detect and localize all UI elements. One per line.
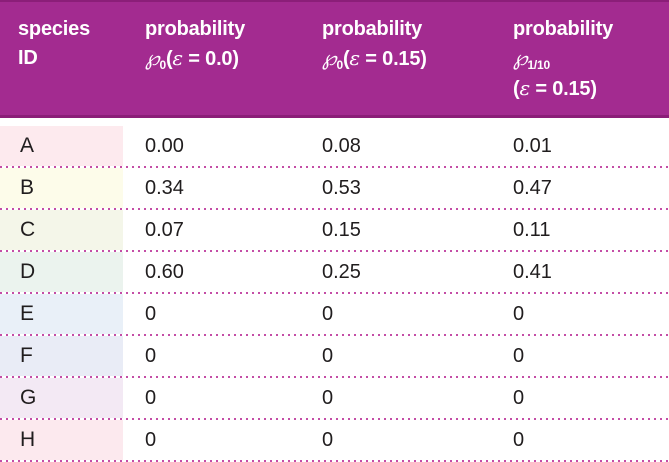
dotted-separator (0, 334, 669, 336)
value-cell: 0.41 (513, 260, 552, 283)
header-formula: (ε = 0.15) (513, 74, 669, 104)
value-cell: 0.60 (145, 260, 184, 283)
value-cell: 0.11 (513, 218, 551, 241)
header-line: probability (513, 18, 614, 40)
dotted-separator (0, 376, 669, 378)
column-header-probability-one-tenth: probability ℘1/10 (ε = 0.15) (513, 15, 669, 104)
value-cell: 0 (322, 428, 334, 451)
paren: ( (513, 78, 520, 100)
species-id: A (20, 134, 35, 157)
table-row: E 0 0 0 (0, 294, 669, 334)
value-cell: 0 (322, 302, 334, 325)
table-row: G 0 0 0 (0, 378, 669, 418)
dotted-separator (0, 292, 669, 294)
epsilon-symbol: ε (172, 46, 183, 70)
species-id-cell: D (0, 252, 123, 292)
dotted-separator (0, 250, 669, 252)
dotted-separator (0, 166, 669, 168)
subscript: 0 (336, 58, 343, 72)
table-row: H 0 0 0 (0, 420, 669, 460)
formula-rest: = 0.15) (530, 78, 597, 100)
value-cell: 0 (145, 428, 157, 451)
table-row: B 0.34 0.53 0.47 (0, 168, 669, 208)
header-formula: ℘0(ε = 0.0) (145, 44, 322, 74)
value-cell: 0.47 (513, 176, 552, 199)
subscript: 0 (159, 58, 166, 72)
value-cell: 0 (322, 386, 334, 409)
species-id-cell: B (0, 168, 123, 208)
value-cell: 0.00 (145, 134, 184, 157)
header-line: species (18, 18, 90, 40)
species-id-cell: C (0, 210, 123, 250)
table-row: A 0.00 0.08 0.01 (0, 126, 669, 166)
value-cell: 0 (145, 386, 157, 409)
header-formula: ℘0(ε = 0.15) (322, 44, 513, 74)
value-cell: 0.53 (322, 176, 361, 199)
header-formula: ℘1/10 (513, 44, 669, 74)
species-id: G (20, 386, 37, 409)
value-cell: 0.01 (513, 134, 552, 157)
formula-rest: = 0.0) (182, 48, 239, 70)
species-id: B (20, 176, 35, 199)
header-line: probability (145, 18, 246, 40)
column-header-probability-eps-015: probability ℘0(ε = 0.15) (322, 15, 513, 104)
species-id-cell: G (0, 378, 123, 418)
species-id-cell: F (0, 336, 123, 376)
table-header: species ID probability ℘0(ε = 0.0) proba… (0, 0, 669, 118)
table-row: D 0.60 0.25 0.41 (0, 252, 669, 292)
species-id: C (20, 218, 36, 241)
value-cell: 0.07 (145, 218, 184, 241)
epsilon-symbol: ε (519, 76, 531, 100)
species-id: E (20, 302, 35, 325)
value-cell: 0.34 (145, 176, 184, 199)
species-id: H (20, 428, 36, 451)
value-cell: 0 (145, 344, 157, 367)
table-row: C 0.07 0.15 0.11 (0, 210, 669, 250)
dotted-separator (0, 460, 669, 462)
value-cell: 0 (513, 302, 525, 325)
column-header-probability-eps-0: probability ℘0(ε = 0.0) (145, 15, 322, 104)
dotted-separator (0, 418, 669, 420)
table-row: F 0 0 0 (0, 336, 669, 376)
value-cell: 0 (513, 386, 525, 409)
value-cell: 0.08 (322, 134, 361, 157)
value-cell: 0 (513, 428, 525, 451)
species-id: F (20, 344, 33, 367)
value-cell: 0 (513, 344, 525, 367)
paren: ( (342, 48, 350, 70)
paren: ( (165, 48, 173, 70)
header-body-gap (0, 118, 669, 126)
species-id-cell: E (0, 294, 123, 334)
epsilon-symbol: ε (349, 46, 360, 70)
header-line: probability (322, 18, 423, 40)
value-cell: 0.15 (322, 218, 361, 241)
formula-rest: = 0.15) (359, 48, 427, 70)
weierstrass-p-symbol: ℘ (145, 46, 160, 70)
value-cell: 0.25 (322, 260, 361, 283)
weierstrass-p-symbol: ℘ (322, 46, 337, 70)
species-id: D (20, 260, 36, 283)
value-cell: 0 (322, 344, 334, 367)
species-id-cell: H (0, 420, 123, 460)
subscript: 1/10 (527, 58, 551, 72)
header-line: ID (18, 47, 38, 69)
species-id-cell: A (0, 126, 123, 166)
value-cell: 0 (145, 302, 157, 325)
column-header-species-id: species ID (0, 15, 145, 104)
dotted-separator (0, 208, 669, 210)
weierstrass-p-symbol: ℘ (513, 46, 528, 70)
